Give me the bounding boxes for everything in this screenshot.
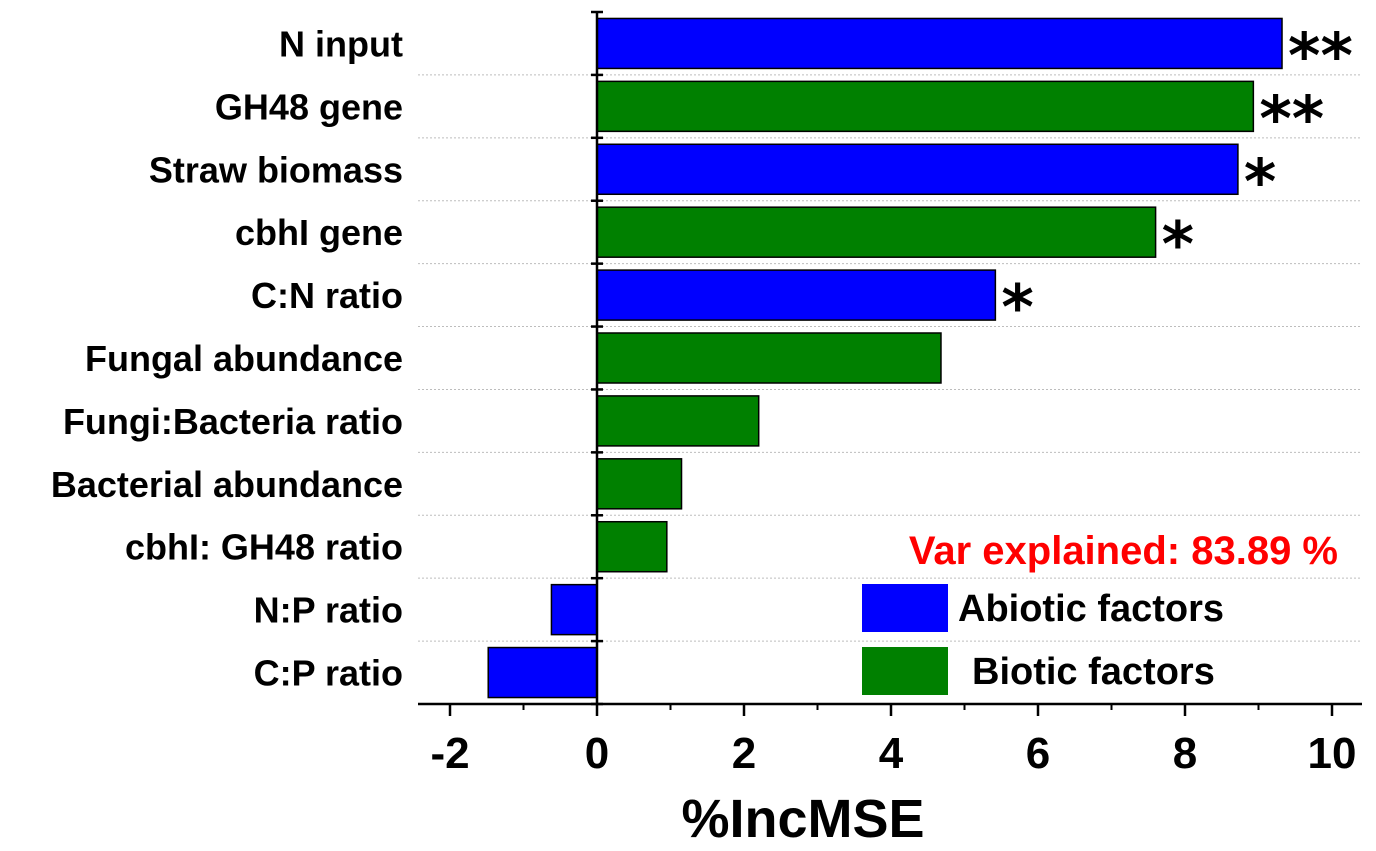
- category-label: C:N ratio: [251, 275, 403, 316]
- category-label: cbhI: GH48 ratio: [125, 527, 403, 568]
- category-label: Fungal abundance: [85, 338, 403, 379]
- legend-swatch: [862, 584, 948, 632]
- bar: [596, 17, 1283, 70]
- significance-label: *: [1001, 271, 1033, 344]
- variance-explained-annotation: Var explained: 83.89 %: [909, 529, 1338, 573]
- bar: [596, 332, 942, 384]
- x-tick-label: 4: [879, 729, 904, 778]
- category-label: Straw biomass: [149, 149, 403, 190]
- x-tick-label: 0: [585, 729, 609, 778]
- bar: [596, 143, 1239, 196]
- x-tick-label: 6: [1026, 729, 1050, 778]
- x-tick-label: 10: [1308, 729, 1357, 778]
- bar: [596, 520, 668, 573]
- x-tick-label: 2: [732, 729, 756, 778]
- category-label: C:P ratio: [254, 653, 403, 694]
- significance-label: **: [1288, 19, 1353, 92]
- x-tick-label: -2: [430, 729, 469, 778]
- category-labels: N input GH48 gene Straw biomass cbhI gene C:…: [51, 23, 403, 693]
- x-tick-label: 8: [1173, 729, 1197, 778]
- legend: Abiotic factors Biotic factors: [862, 584, 1224, 695]
- significance-label: **: [1259, 82, 1324, 155]
- category-label: Bacterial abundance: [51, 464, 403, 505]
- grid-lines: [418, 74, 1362, 642]
- category-label: cbhI gene: [235, 212, 403, 253]
- x-axis-title: %IncMSE: [681, 789, 924, 849]
- category-label: GH48 gene: [215, 86, 403, 127]
- legend-label: Biotic factors: [972, 651, 1215, 693]
- bar: [596, 269, 997, 321]
- category-label: N input: [279, 23, 403, 64]
- legend-label: Abiotic factors: [958, 588, 1224, 630]
- bar: [550, 583, 598, 636]
- bar: [596, 395, 760, 447]
- bar: [596, 206, 1157, 258]
- axes: -2 0 2 4 6 8 10: [418, 10, 1362, 778]
- category-label: N:P ratio: [254, 590, 403, 631]
- bar: [487, 646, 598, 699]
- significance-marks: *******: [1001, 19, 1353, 344]
- significance-label: *: [1162, 208, 1194, 281]
- bar: [596, 458, 683, 510]
- significance-label: *: [1244, 145, 1276, 218]
- legend-swatch: [862, 647, 948, 695]
- category-label: Fungi:Bacteria ratio: [63, 401, 403, 442]
- bar: [596, 80, 1255, 133]
